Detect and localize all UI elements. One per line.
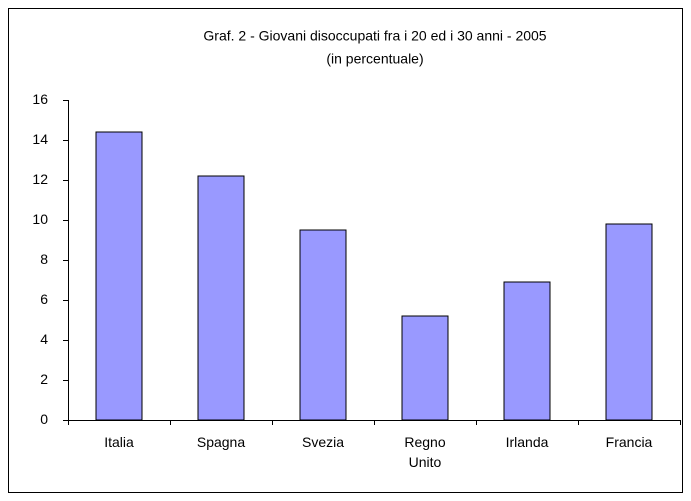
y-tick-label: 2	[40, 371, 48, 387]
y-tick-label: 10	[32, 211, 48, 227]
bar	[605, 223, 653, 421]
bar	[299, 229, 347, 421]
bar	[503, 281, 551, 421]
x-tick-label: Italia	[104, 434, 134, 450]
bar	[401, 315, 449, 421]
x-tick-label: Francia	[605, 434, 653, 450]
y-tick-label: 14	[32, 131, 48, 147]
x-tick-label: Svezia	[301, 434, 345, 450]
chart-subtitle: (in percentuale)	[326, 51, 423, 67]
y-tick-label: 4	[40, 331, 48, 347]
x-tick-label: Irlanda	[505, 434, 549, 450]
bar	[95, 131, 143, 421]
chart-title: Graf. 2 - Giovani disoccupati fra i 20 e…	[203, 28, 546, 44]
y-tick-label: 16	[32, 91, 48, 107]
y-tick-label: 6	[40, 291, 48, 307]
x-tick-label: Regno Unito	[404, 434, 446, 470]
y-tick-label: 12	[32, 171, 48, 187]
y-tick-label: 8	[40, 251, 48, 267]
bar	[197, 175, 245, 421]
x-tick-label: Spagna	[196, 434, 246, 450]
y-tick-label: 0	[40, 411, 48, 427]
